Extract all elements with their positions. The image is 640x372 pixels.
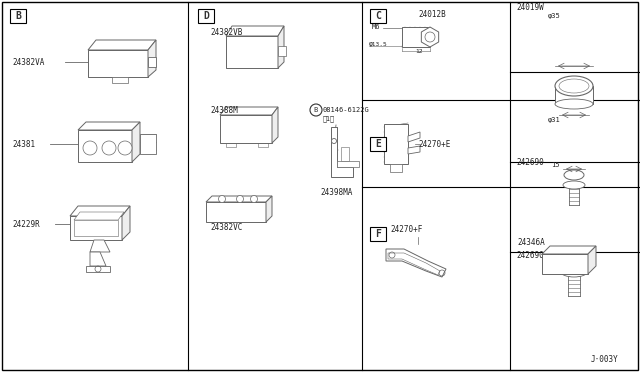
Text: B: B bbox=[15, 11, 21, 21]
Text: 242690A: 242690A bbox=[516, 250, 548, 260]
Polygon shape bbox=[542, 254, 588, 274]
Polygon shape bbox=[90, 240, 110, 252]
Text: 24346A: 24346A bbox=[517, 237, 545, 247]
Text: 24229R: 24229R bbox=[12, 219, 40, 228]
Circle shape bbox=[118, 141, 132, 155]
Polygon shape bbox=[206, 196, 272, 202]
Polygon shape bbox=[408, 132, 420, 142]
Text: M6: M6 bbox=[372, 24, 381, 30]
Polygon shape bbox=[226, 26, 284, 36]
Text: 24270+E: 24270+E bbox=[418, 140, 451, 148]
Bar bbox=[226, 143, 236, 147]
Bar bbox=[557, 258, 565, 270]
Bar bbox=[370, 137, 386, 151]
Ellipse shape bbox=[564, 170, 584, 180]
Bar bbox=[341, 147, 349, 161]
Text: B: B bbox=[314, 107, 318, 113]
Text: φ35: φ35 bbox=[548, 13, 561, 19]
Polygon shape bbox=[337, 161, 359, 167]
Text: 15: 15 bbox=[551, 162, 559, 168]
Bar bbox=[370, 227, 386, 241]
Polygon shape bbox=[272, 107, 278, 143]
Polygon shape bbox=[278, 46, 286, 56]
Circle shape bbox=[332, 138, 337, 144]
Ellipse shape bbox=[555, 99, 593, 109]
Text: 24382VB: 24382VB bbox=[210, 28, 243, 36]
Ellipse shape bbox=[555, 76, 593, 96]
Bar bbox=[546, 258, 554, 270]
Text: F: F bbox=[375, 229, 381, 239]
Text: 24398MA: 24398MA bbox=[320, 187, 353, 196]
Text: 12: 12 bbox=[415, 48, 422, 54]
Bar bbox=[568, 258, 576, 270]
Polygon shape bbox=[86, 266, 110, 272]
Bar bbox=[579, 258, 587, 270]
Polygon shape bbox=[278, 26, 284, 68]
Polygon shape bbox=[266, 196, 272, 222]
Polygon shape bbox=[78, 122, 140, 130]
Text: C: C bbox=[375, 11, 381, 21]
Polygon shape bbox=[206, 202, 266, 222]
Polygon shape bbox=[78, 130, 132, 162]
Text: φ31: φ31 bbox=[548, 117, 561, 123]
Bar bbox=[10, 9, 26, 23]
Text: 24382VA: 24382VA bbox=[12, 58, 44, 67]
Text: J·003Y: J·003Y bbox=[590, 355, 618, 364]
Text: φ13.5: φ13.5 bbox=[369, 42, 388, 46]
Polygon shape bbox=[88, 40, 156, 50]
Bar bbox=[198, 9, 214, 23]
Circle shape bbox=[83, 141, 97, 155]
Text: E: E bbox=[375, 139, 381, 149]
Polygon shape bbox=[220, 107, 278, 115]
Text: 242690: 242690 bbox=[516, 157, 544, 167]
Polygon shape bbox=[74, 212, 124, 220]
Polygon shape bbox=[88, 50, 148, 77]
Polygon shape bbox=[588, 246, 596, 274]
Polygon shape bbox=[388, 253, 440, 275]
Text: （1）: （1） bbox=[323, 116, 335, 122]
Polygon shape bbox=[148, 40, 156, 77]
Polygon shape bbox=[74, 220, 118, 236]
Text: 24388M: 24388M bbox=[210, 106, 237, 115]
Polygon shape bbox=[386, 249, 446, 277]
Ellipse shape bbox=[562, 255, 586, 267]
Text: 24019W: 24019W bbox=[516, 3, 544, 12]
Polygon shape bbox=[70, 206, 130, 216]
Bar bbox=[258, 143, 268, 147]
Polygon shape bbox=[408, 146, 420, 154]
Text: 24381: 24381 bbox=[12, 140, 35, 148]
Polygon shape bbox=[542, 246, 596, 254]
Circle shape bbox=[250, 196, 257, 202]
Ellipse shape bbox=[561, 267, 587, 277]
Polygon shape bbox=[226, 36, 278, 68]
Polygon shape bbox=[140, 134, 156, 154]
Text: 18.5: 18.5 bbox=[548, 250, 565, 256]
Bar bbox=[370, 9, 386, 23]
Polygon shape bbox=[331, 127, 353, 177]
Polygon shape bbox=[390, 164, 402, 172]
Polygon shape bbox=[421, 27, 438, 47]
Bar bbox=[555, 86, 593, 104]
Circle shape bbox=[237, 196, 243, 202]
Polygon shape bbox=[148, 57, 156, 67]
Text: D: D bbox=[203, 11, 209, 21]
Ellipse shape bbox=[563, 181, 585, 189]
Polygon shape bbox=[122, 206, 130, 240]
Circle shape bbox=[218, 196, 225, 202]
Polygon shape bbox=[384, 124, 408, 164]
Circle shape bbox=[102, 141, 116, 155]
Text: 24012B: 24012B bbox=[418, 10, 445, 19]
Text: 24270+F: 24270+F bbox=[390, 224, 422, 234]
Polygon shape bbox=[70, 216, 122, 240]
Polygon shape bbox=[132, 122, 140, 162]
Polygon shape bbox=[220, 115, 272, 143]
Polygon shape bbox=[90, 252, 106, 266]
Polygon shape bbox=[402, 27, 430, 47]
Text: 24382VC: 24382VC bbox=[210, 222, 243, 231]
Text: 08146-6122G: 08146-6122G bbox=[323, 107, 370, 113]
Polygon shape bbox=[112, 77, 128, 83]
